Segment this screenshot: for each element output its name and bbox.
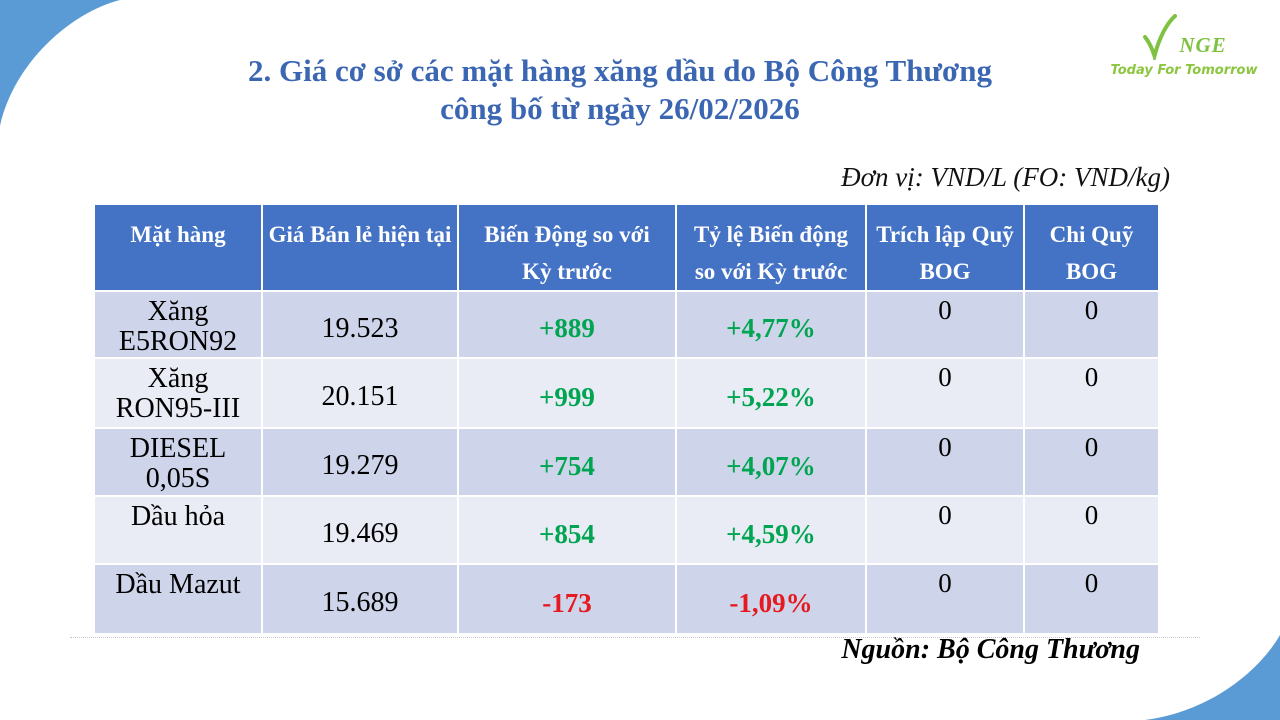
cell-change-pct: +4,07% <box>675 427 867 497</box>
cell-fund-allocation: 0 <box>865 357 1025 429</box>
cell-retail-price: 19.279 <box>261 427 459 497</box>
divider-dotted-line <box>70 637 1200 638</box>
cell-retail-price: 19.523 <box>261 290 459 359</box>
cell-fund-spending: 0 <box>1023 427 1160 497</box>
page-title-line2: công bố từ ngày 26/02/2026 <box>440 91 800 126</box>
cell-change: +889 <box>457 290 677 359</box>
cell-change-pct: +4,77% <box>675 290 867 359</box>
cell-fund-spending: 0 <box>1023 290 1160 359</box>
cell-product: Xăng E5RON92 <box>93 290 263 359</box>
cell-product: Xăng RON95-III <box>93 357 263 429</box>
cell-change: +999 <box>457 357 677 429</box>
cell-change-pct: -1,09% <box>675 563 867 635</box>
page-title-line1: 2. Giá cơ sở các mặt hàng xăng dầu do Bộ… <box>248 53 992 88</box>
corner-swoosh-top-left-icon <box>0 0 120 126</box>
logo-tagline: Today For Tomorrow <box>1110 63 1258 78</box>
col-header-retail-price: Giá Bán lẻ hiện tại <box>261 203 459 292</box>
col-header-product: Mặt hàng <box>93 203 263 292</box>
cell-fund-allocation: 0 <box>865 290 1025 359</box>
table-row: Dầu hỏa 19.469 +854 +4,59% 0 0 <box>93 495 1160 565</box>
logo-brand-text: NGE <box>1179 33 1227 57</box>
cell-change: -173 <box>457 563 677 635</box>
corner-swoosh-bottom-right-icon <box>1145 635 1280 720</box>
table-row: Xăng RON95-III 20.151 +999 +5,22% 0 0 <box>93 357 1160 429</box>
checkmark-v-icon <box>1143 14 1178 60</box>
cell-fund-allocation: 0 <box>865 427 1025 497</box>
cell-retail-price: 19.469 <box>261 495 459 565</box>
cell-product: Dầu hỏa <box>93 495 263 565</box>
cell-product: Dầu Mazut <box>93 563 263 635</box>
col-header-change-pct: Tỷ lệ Biến động so với Kỳ trước <box>675 203 867 292</box>
cell-change: +854 <box>457 495 677 565</box>
cell-fund-allocation: 0 <box>865 563 1025 635</box>
cell-product: DIESEL 0,05S <box>93 427 263 497</box>
vnge-logo-brand-row: NGE <box>1104 14 1264 60</box>
cell-fund-spending: 0 <box>1023 563 1160 635</box>
cell-change: +754 <box>457 427 677 497</box>
cell-change-pct: +5,22% <box>675 357 867 429</box>
cell-fund-allocation: 0 <box>865 495 1025 565</box>
table-row: DIESEL 0,05S 19.279 +754 +4,07% 0 0 <box>93 427 1160 497</box>
table-row: Dầu Mazut 15.689 -173 -1,09% 0 0 <box>93 563 1160 635</box>
cell-fund-spending: 0 <box>1023 357 1160 429</box>
table-header-row: Mặt hàng Giá Bán lẻ hiện tại Biến Động s… <box>93 203 1160 292</box>
source-note: Nguồn: Bộ Công Thương <box>841 634 1140 665</box>
unit-note: Đơn vị: VND/L (FO: VND/kg) <box>841 162 1170 192</box>
cell-retail-price: 20.151 <box>261 357 459 429</box>
cell-fund-spending: 0 <box>1023 495 1160 565</box>
cell-retail-price: 15.689 <box>261 563 459 635</box>
vnge-logo: NGE Today For Tomorrow <box>1104 14 1264 78</box>
fuel-price-table: Mặt hàng Giá Bán lẻ hiện tại Biến Động s… <box>93 203 1160 635</box>
col-header-fund-allocation: Trích lập Quỹ BOG <box>865 203 1025 292</box>
cell-change-pct: +4,59% <box>675 495 867 565</box>
col-header-fund-spending: Chi Quỹ BOG <box>1023 203 1160 292</box>
table-row: Xăng E5RON92 19.523 +889 +4,77% 0 0 <box>93 290 1160 359</box>
page-title: 2. Giá cơ sở các mặt hàng xăng dầu do Bộ… <box>120 52 1120 128</box>
col-header-change: Biến Động so với Kỳ trước <box>457 203 677 292</box>
